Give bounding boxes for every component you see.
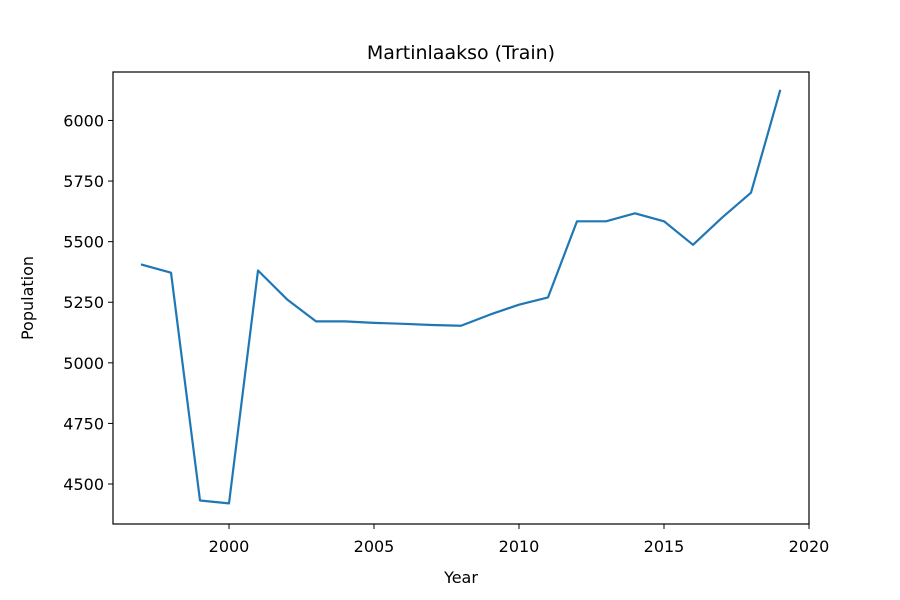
x-tick-label-2020: 2020 [789, 537, 830, 556]
y-tick-label-4500: 4500 [63, 475, 104, 494]
y-tick-label-5750: 5750 [63, 172, 104, 191]
x-tick-label-2005: 2005 [354, 537, 395, 556]
y-tick-label-4750: 4750 [63, 414, 104, 433]
chart-title: Martinlaakso (Train) [367, 42, 555, 64]
data-line-series-0 [140, 89, 782, 505]
plot-area: 2000 2005 2010 2015 2020 4500 4750 5000 5250 5500… [63, 71, 830, 556]
x-axis-label: Year [443, 568, 478, 587]
y-tick-label-5000: 5000 [63, 354, 104, 373]
x-tick-label-2000: 2000 [209, 537, 250, 556]
plot-frame [112, 71, 810, 525]
y-tick-label-6000: 6000 [63, 111, 104, 130]
x-tick-label-2010: 2010 [499, 537, 540, 556]
y-tick-label-5250: 5250 [63, 293, 104, 312]
y-axis-label: Population [18, 256, 37, 340]
x-tick-label-2015: 2015 [644, 537, 685, 556]
y-tick-label-5500: 5500 [63, 233, 104, 252]
